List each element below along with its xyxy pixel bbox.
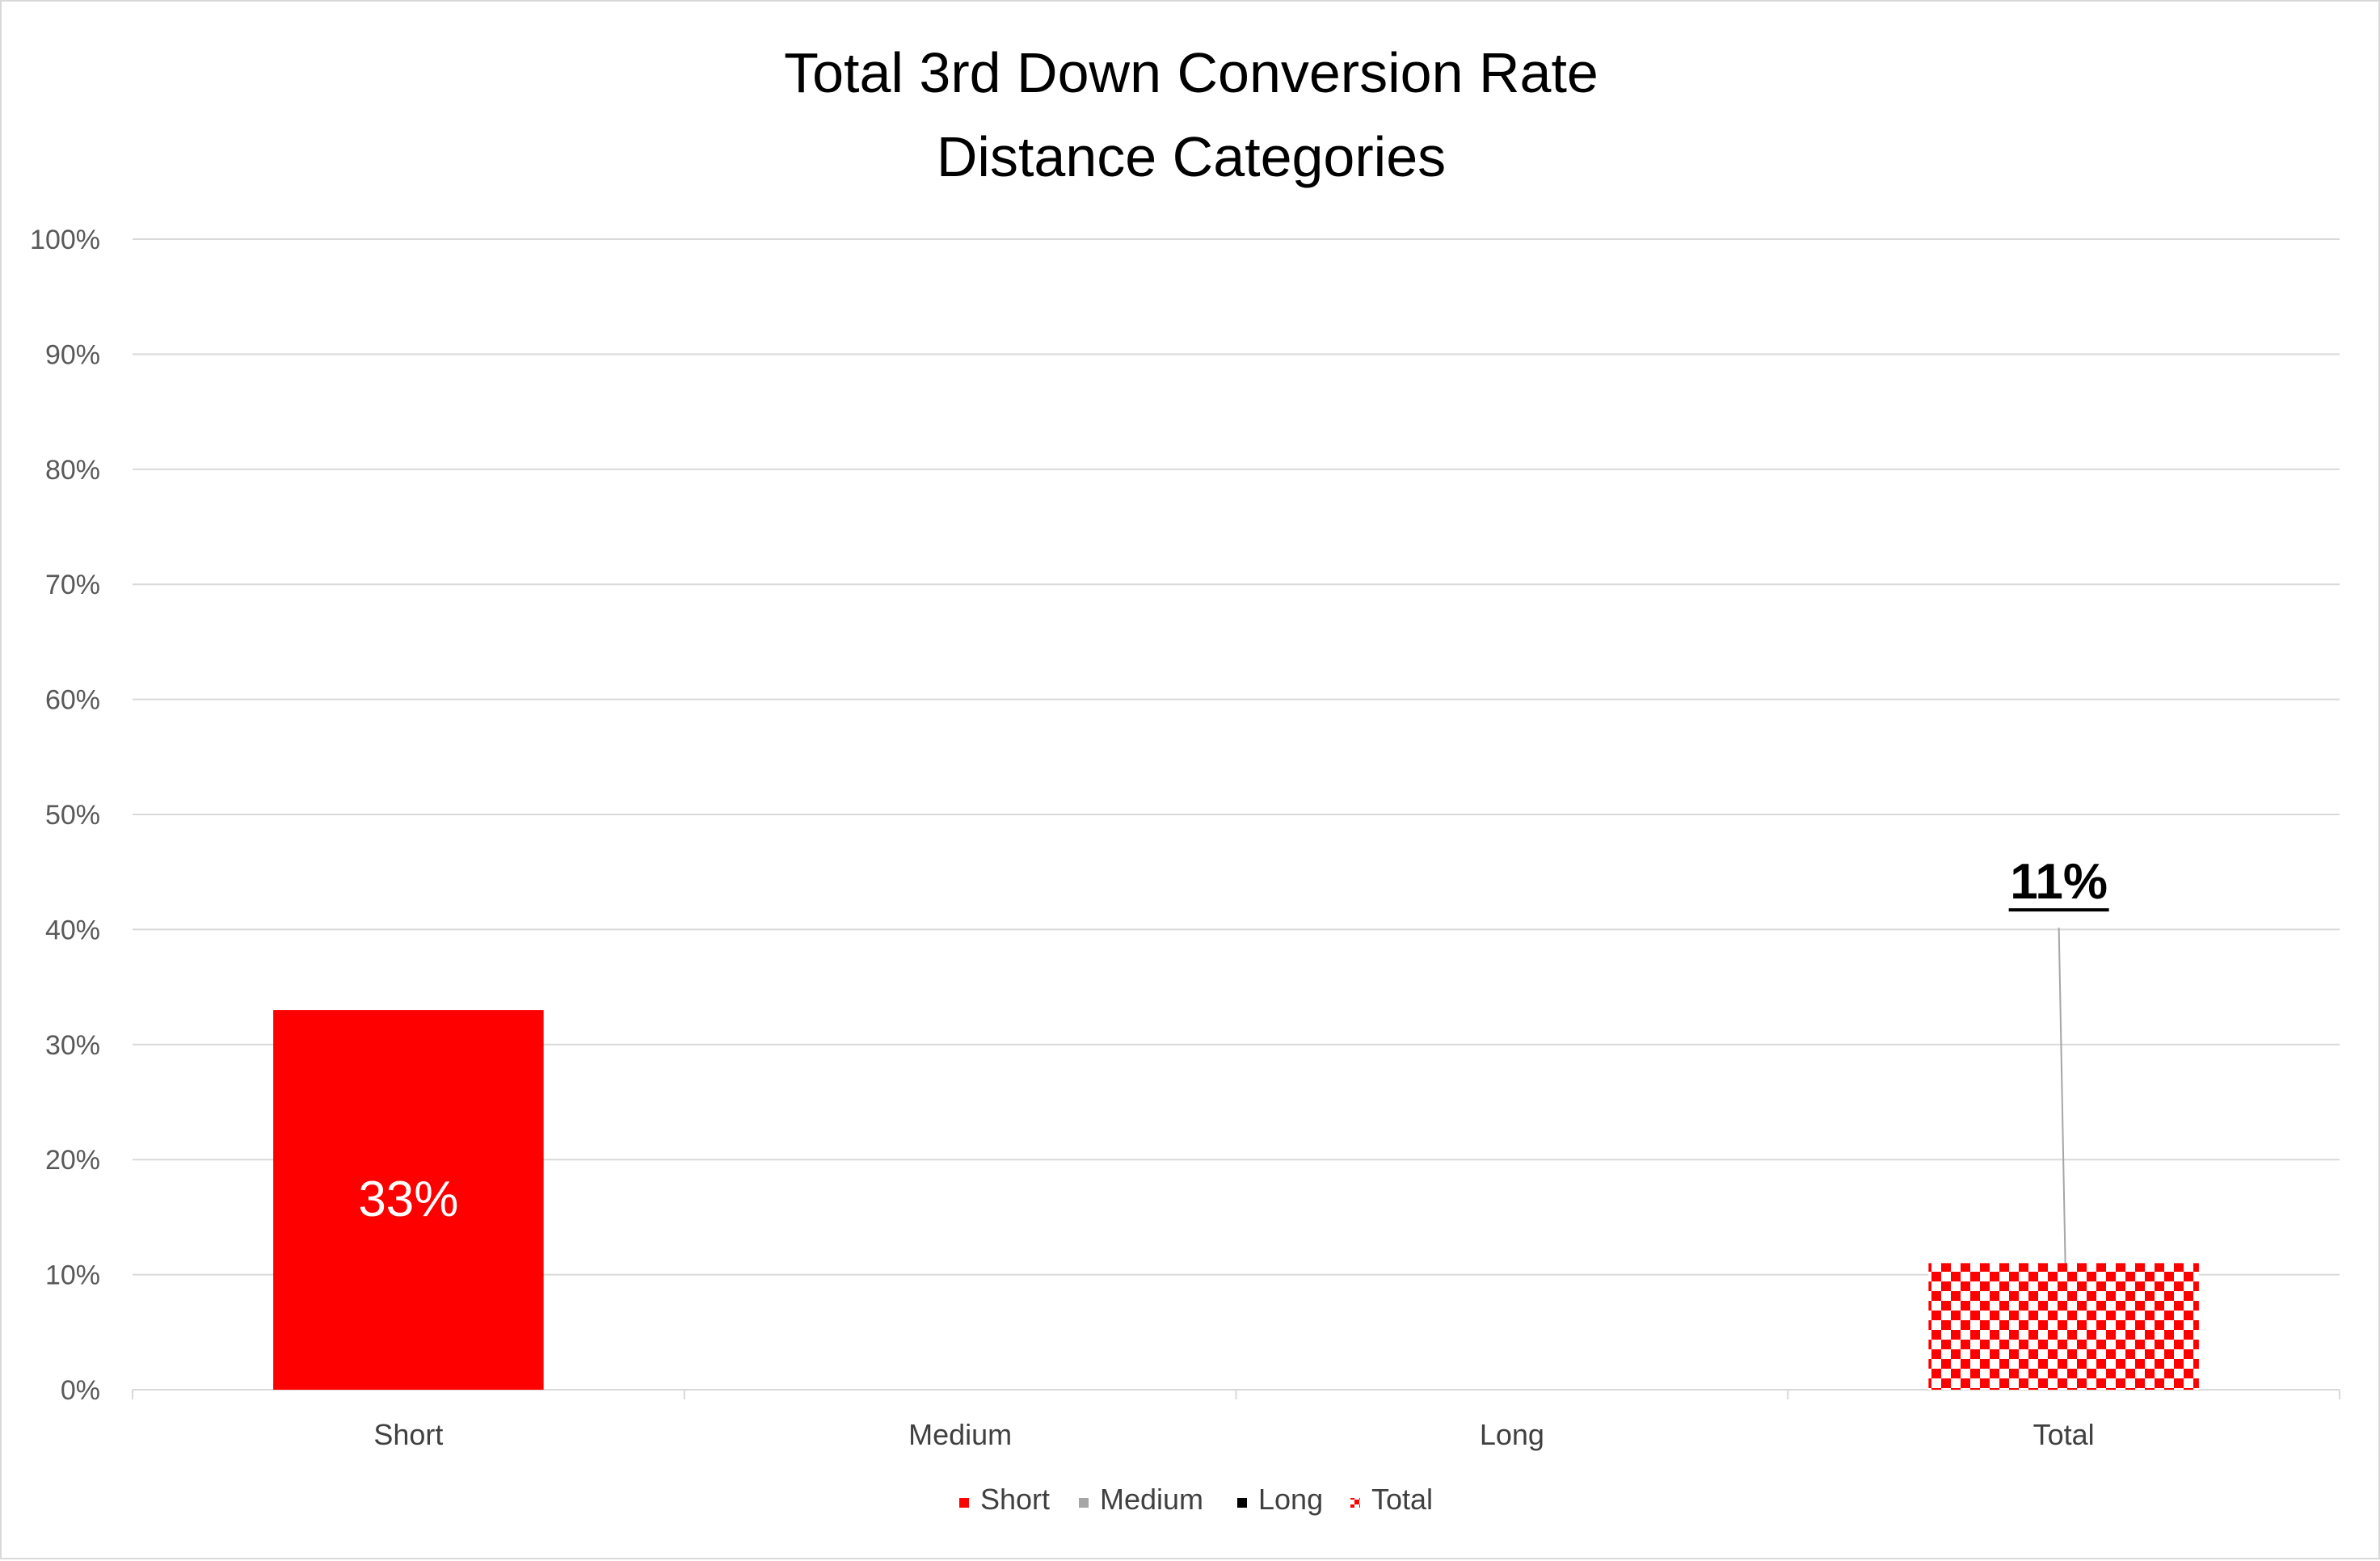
y-tick-label: 20% bbox=[45, 1145, 100, 1176]
y-tick-label: 30% bbox=[45, 1030, 100, 1061]
legend-swatch bbox=[1237, 1498, 1247, 1508]
y-tick-label: 80% bbox=[45, 455, 100, 486]
data-label-total: 11% bbox=[2010, 854, 2108, 910]
y-tick-label: 90% bbox=[45, 339, 100, 370]
legend-swatch bbox=[1350, 1498, 1360, 1508]
x-axis bbox=[132, 1389, 2340, 1399]
y-tick-label: 10% bbox=[45, 1260, 100, 1291]
chart-title-line: Distance Categories bbox=[937, 125, 1446, 188]
x-category-label: Short bbox=[373, 1418, 443, 1451]
bar-short bbox=[273, 1010, 544, 1390]
data-label-leader-line bbox=[2058, 928, 2066, 1264]
legend-item-short: Short bbox=[959, 1483, 1050, 1516]
legend-swatch bbox=[959, 1498, 969, 1508]
chart-title: Total 3rd Down Conversion Rate Distance C… bbox=[784, 41, 1599, 188]
legend: Short Medium Long Total bbox=[959, 1483, 1433, 1516]
data-label-short: 33% bbox=[358, 1172, 458, 1227]
bars bbox=[273, 1010, 2199, 1390]
y-tick-label: 100% bbox=[30, 225, 100, 255]
legend-swatch bbox=[1079, 1498, 1089, 1508]
x-category-label: Total bbox=[2033, 1418, 2095, 1451]
chart-title-line: Total 3rd Down Conversion Rate bbox=[784, 41, 1599, 104]
legend-item-total: Total bbox=[1350, 1483, 1433, 1516]
legend-label: Medium bbox=[1100, 1483, 1203, 1516]
legend-label: Long bbox=[1258, 1483, 1323, 1516]
category-labels: Short Medium Long Total bbox=[373, 1418, 2094, 1451]
y-tick-label: 50% bbox=[45, 800, 100, 831]
y-tick-label: 60% bbox=[45, 685, 100, 716]
legend-label: Short bbox=[980, 1483, 1050, 1516]
y-axis-ticks: 0% 10% 20% 30% 40% 50% 60% 70% 80% 90% 100% bbox=[30, 225, 100, 1406]
x-category-label: Medium bbox=[908, 1418, 1012, 1451]
y-tick-label: 70% bbox=[45, 570, 100, 600]
x-category-label: Long bbox=[1480, 1418, 1544, 1451]
legend-label: Total bbox=[1371, 1483, 1433, 1516]
data-labels: 33% 11% bbox=[358, 854, 2109, 1264]
y-tick-label: 40% bbox=[45, 915, 100, 945]
legend-item-long: Long bbox=[1237, 1483, 1323, 1516]
bar-total bbox=[1928, 1263, 2199, 1390]
y-tick-label: 0% bbox=[61, 1375, 100, 1406]
legend-item-medium: Medium bbox=[1079, 1483, 1203, 1516]
